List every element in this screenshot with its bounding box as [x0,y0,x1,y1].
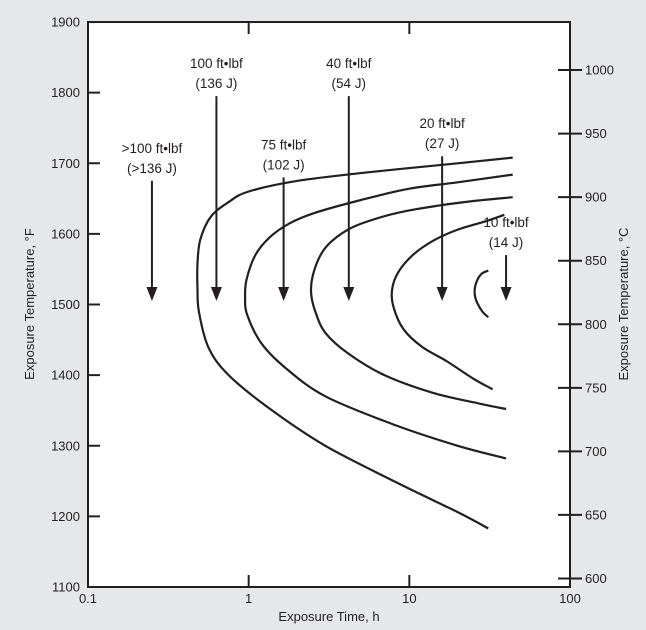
y2-tick-label: 650 [585,507,607,522]
y2-tick-label: 750 [585,380,607,395]
y-tick-label: 1300 [51,438,80,453]
curve-3 [309,196,513,411]
curve-2 [243,173,513,460]
annotation-4-line-1: 40 ft•lbf [326,56,372,71]
curve-5 [473,269,490,319]
annotation-layer: >100 ft•lbf (>136 J) 100 ft•lbf (136 J) 75 f… [122,56,529,301]
y2-tick-label: 950 [585,126,607,141]
curve-4 [390,213,505,391]
annotation-1-arrow-head [146,286,158,301]
annotation-2-line-2: (136 J) [195,76,237,91]
annotation-5-arrow-head [436,286,448,301]
y-tick-label: 1800 [51,85,80,100]
y-tick-label: 1600 [51,226,80,241]
annotation-2-line-1: 100 ft•lbf [190,56,243,71]
y2-tick-label: 600 [585,571,607,586]
annotation-3-arrow-head [278,286,290,301]
y2-tick-label: 800 [585,317,607,332]
tick-layer: 1100120013001400150016001700180019006006… [51,15,614,607]
x-axis-title: Exposure Time, h [278,609,379,624]
y-tick-label: 1900 [51,15,80,30]
annotation-2-arrow-head [210,286,222,301]
x-tick-label: 1 [245,591,252,606]
y2-tick-label: 1000 [585,63,614,78]
y2-tick-label: 850 [585,253,607,268]
annotation-5-line-1: 20 ft•lbf [419,116,465,131]
y-tick-label: 1400 [51,368,80,383]
y2-axis-title: Exposure Temperature, °C [616,227,631,380]
annotation-5-line-2: (27 J) [425,136,460,151]
x-tick-label: 10 [402,591,416,606]
series-layer [196,156,513,530]
y-tick-label: 1700 [51,156,80,171]
curve-1 [196,156,513,530]
annotation-3-line-1: 75 ft•lbf [261,137,307,152]
annotation-6-line-1: 10 ft•lbf [483,215,529,230]
x-tick-label: 0.1 [79,591,97,606]
x-tick-label: 100 [559,591,581,606]
annotation-4-line-2: (54 J) [332,76,367,91]
y-tick-label: 1200 [51,509,80,524]
annotation-4-arrow-head [343,286,355,301]
y-tick-label: 1500 [51,297,80,312]
y2-tick-label: 700 [585,444,607,459]
y2-tick-label: 900 [585,190,607,205]
annotation-1-line-2: (>136 J) [127,161,177,176]
plot-background [88,22,570,587]
annotation-3-line-2: (102 J) [263,157,305,172]
y-tick-label: 1100 [52,580,80,595]
annotation-1-line-1: >100 ft•lbf [122,141,183,156]
annotation-6-line-2: (14 J) [489,235,524,250]
y-axis-title: Exposure Temperature, °F [22,228,37,380]
annotation-6-arrow-head [500,286,512,301]
